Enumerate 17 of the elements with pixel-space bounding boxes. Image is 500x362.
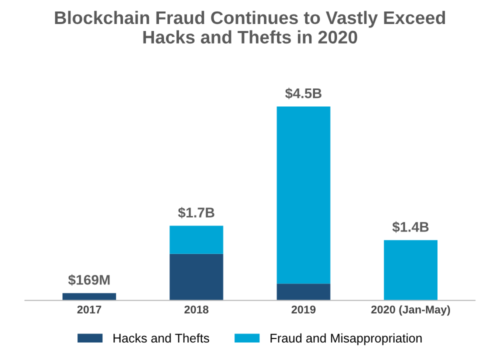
- bar: [384, 240, 438, 300]
- legend-label: Hacks and Thefts: [114, 333, 210, 343]
- x-tick-label: 2020 (Jan-May): [371, 305, 450, 316]
- chart-title: Blockchain Fraud Continues to Vastly Exceed Hacks and Thefts in 2020: [55, 10, 445, 44]
- bar: [170, 226, 224, 254]
- annotation: $1.4B: [392, 221, 429, 233]
- x-tick-label: 2017: [77, 306, 102, 314]
- bar: [276, 106, 330, 284]
- bar: [62, 293, 116, 300]
- x-tick-label: 2019: [292, 306, 316, 314]
- bar: [170, 254, 224, 300]
- legend-label: Fraud and Misappropriation: [270, 333, 422, 346]
- bar: [276, 284, 330, 300]
- annotation: $1.7B: [178, 207, 214, 218]
- annotation: $169M: [68, 274, 110, 286]
- x-tick-label: 2018: [184, 306, 208, 314]
- annotation: $4.5B: [285, 88, 322, 100]
